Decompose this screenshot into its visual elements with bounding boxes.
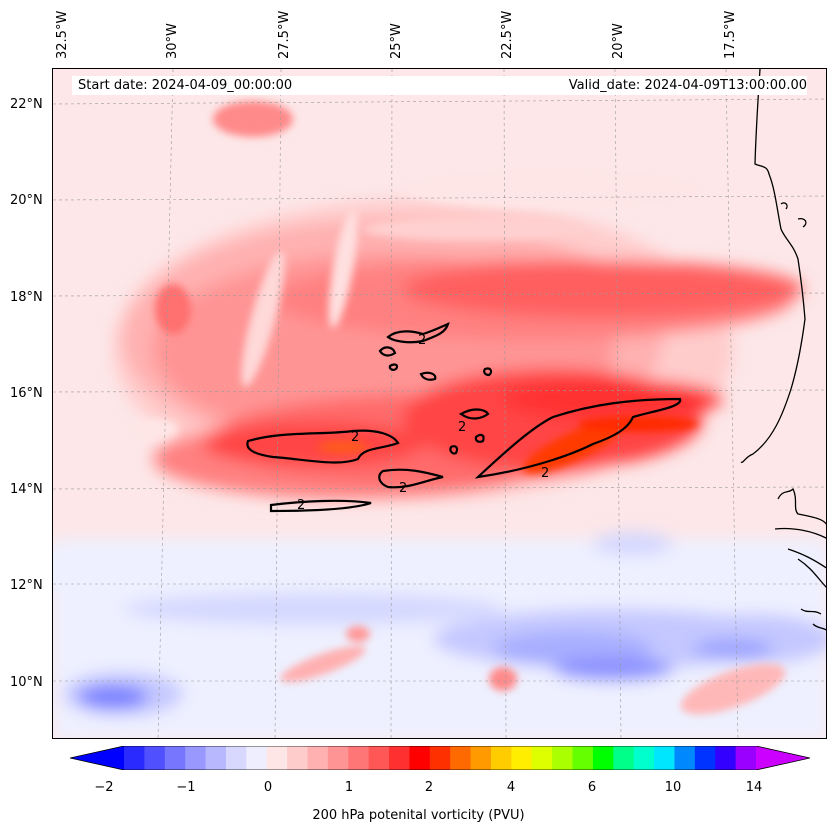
contour-label-1: 2: [351, 430, 359, 445]
contour-label-5: 2: [458, 420, 466, 435]
cb-tick-6: 6: [587, 780, 597, 795]
valid-date-label: Valid_date: 2024-04-09T13:00:00.00: [540, 76, 807, 95]
contour-label-4: 2: [541, 466, 549, 481]
colorbar-segment: [164, 746, 186, 770]
anomaly-streaks: [128, 101, 703, 439]
colorbar-segment: [735, 746, 757, 770]
lat-label-14n: 14°N: [10, 482, 43, 497]
lat-label-20n: 20°N: [10, 193, 43, 208]
colorbar-segment: [633, 746, 655, 770]
lon-label-27.5w: 27.5°W: [277, 10, 292, 59]
colorbar-segment: [552, 746, 574, 770]
lat-label-10n: 10°N: [10, 675, 43, 690]
lat-label-18n: 18°N: [10, 290, 43, 305]
colorbar-segment: [572, 746, 594, 770]
colorbar-segment: [368, 746, 390, 770]
cb-tick-14: 14: [745, 780, 763, 795]
lon-label-20w: 20°W: [611, 23, 626, 59]
lat-label-12n: 12°N: [10, 578, 43, 593]
contour-label-2: 2: [297, 498, 305, 513]
lat-label-16n: 16°N: [10, 386, 43, 401]
cb-tick-4: 4: [506, 780, 516, 795]
colorbar-segment: [715, 746, 737, 770]
lon-label-22.5w: 22.5°W: [500, 10, 515, 59]
coastline: [740, 69, 826, 631]
colorbar-segment: [389, 746, 410, 770]
colorbar-segment: [470, 746, 492, 770]
colorbar-label: 200 hPa potenital vorticity (PVU): [312, 808, 525, 823]
colorbar-segment: [205, 746, 227, 770]
colorbar-segment: [429, 746, 451, 770]
colorbar: [70, 746, 810, 770]
colorbar-segment: [511, 746, 533, 770]
colorbar-segment: [287, 746, 308, 770]
colorbar-segment: [490, 746, 512, 770]
cb-tick-2: 2: [424, 780, 434, 795]
colorbar-segment: [124, 746, 145, 770]
colorbar-segment: [531, 746, 553, 770]
colorbar-segment: [694, 746, 716, 770]
colorbar-segment: [654, 746, 675, 770]
pv-core: [318, 416, 698, 474]
lon-label-17.5w: 17.5°W: [723, 10, 738, 59]
colorbar-segment: [307, 746, 329, 770]
negative-pv-band: [53, 532, 826, 738]
colorbar-segment: [450, 746, 472, 770]
colorbar-segment: [348, 746, 370, 770]
colorbar-extend-max: [756, 746, 810, 770]
map-panel: 2 2 2 2 2 2: [52, 68, 827, 739]
lon-label-25w: 25°W: [389, 23, 404, 59]
colorbar-segment: [266, 746, 288, 770]
colorbar-segment: [613, 746, 635, 770]
contour-label-6: 2: [418, 333, 426, 348]
cb-tick-0: 0: [263, 780, 273, 795]
colorbar-segment: [592, 746, 614, 770]
lon-label-30w: 30°W: [165, 23, 180, 59]
lat-label-22n: 22°N: [10, 97, 43, 112]
colorbar-segment: [225, 746, 247, 770]
colorbar-segment: [246, 746, 268, 770]
contour-label-3: 2: [399, 481, 407, 496]
colorbar-segment: [674, 746, 696, 770]
colorbar-segment: [144, 746, 166, 770]
cb-tick-neg1: −1: [176, 780, 196, 795]
southern-pv-spots: [280, 626, 786, 715]
colorbar-extend-min: [70, 746, 124, 770]
cb-tick-neg2: −2: [94, 780, 114, 795]
colorbar-segment: [185, 746, 207, 770]
cb-tick-1: 1: [344, 780, 354, 795]
graticule: [53, 69, 826, 738]
cb-tick-10: 10: [664, 780, 682, 795]
lon-label-32.5w: 32.5°W: [55, 10, 70, 59]
colorbar-segment: [409, 746, 431, 770]
colorbar-segment: [327, 746, 349, 770]
pv-field-map: 2 2 2 2 2 2: [53, 69, 826, 738]
start-date-label: Start date: 2024-04-09_00:00:00: [72, 76, 563, 95]
pv-2-contours: [246, 322, 682, 513]
